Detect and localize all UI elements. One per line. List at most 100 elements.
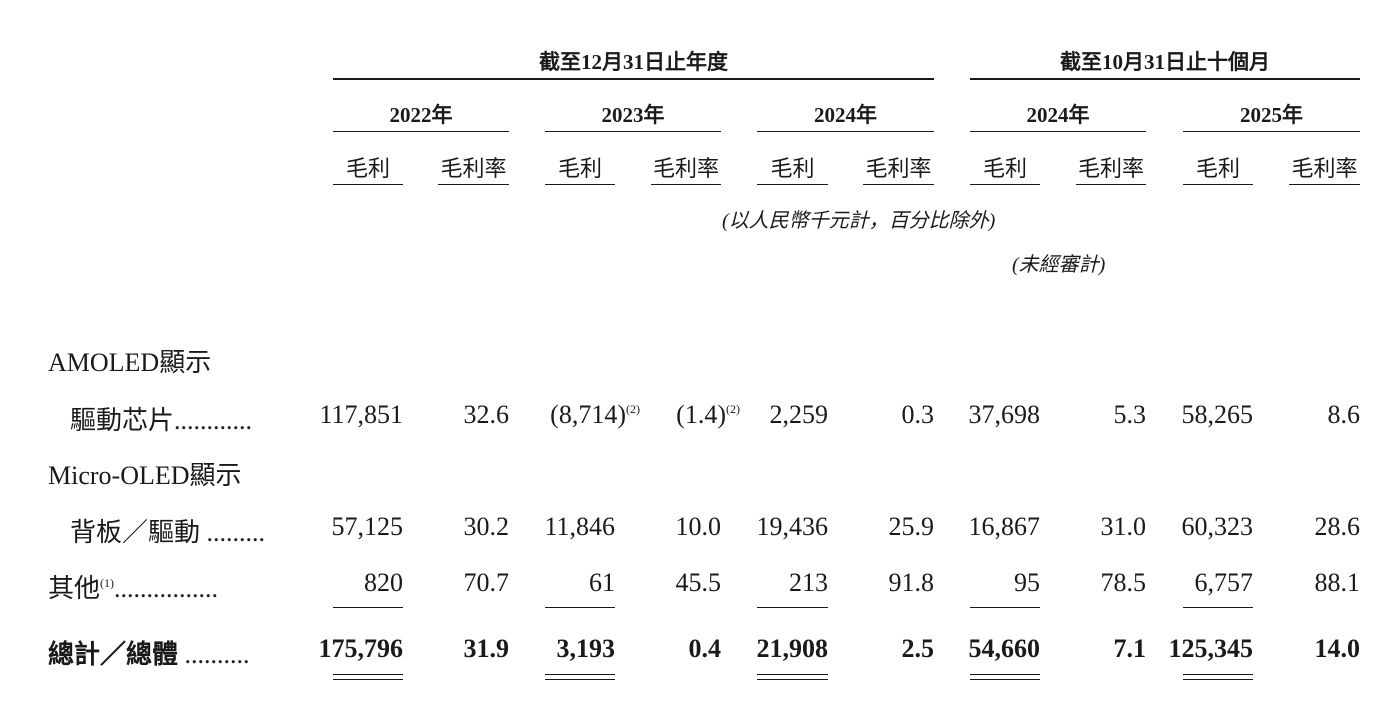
cell-micro-2022-gm: 30.2: [463, 512, 510, 541]
unaudited-note: (未經審計): [1012, 254, 1106, 276]
subtotal-rule: [1183, 607, 1253, 608]
cell-micro-2024-gm: 25.9: [888, 512, 935, 541]
row-label-micro-oled: Micro-OLED顯示: [48, 461, 242, 490]
cell-micro-2024m-gm: 31.0: [1100, 512, 1147, 541]
row-label-amoled-driver: 驅動芯片............: [70, 400, 252, 437]
group-header-ten-months: 截至10月31日止十個月: [1060, 50, 1270, 74]
year-header-2025: 2025年: [1240, 103, 1303, 127]
cell-amoled-2024m-gm: 5.3: [1113, 400, 1147, 429]
col-header-gross-margin: 毛利率: [440, 156, 507, 181]
col-header-gross-profit: 毛利: [345, 156, 390, 181]
cell-total-2024-gp: 21,908: [756, 634, 829, 663]
col-header-gross-profit: 毛利: [557, 156, 602, 181]
col-underline: [1183, 184, 1253, 185]
col-header-gross-margin: 毛利率: [1077, 156, 1144, 181]
total-double-rule: [333, 674, 403, 680]
col-header-gross-margin: 毛利率: [1291, 156, 1358, 181]
row-label-text: 總計／總體: [48, 640, 179, 669]
footnote-marker: (2): [726, 402, 740, 416]
col-underline: [438, 184, 509, 185]
leader-dots: ..........: [184, 640, 250, 669]
footnote-marker: (2): [626, 402, 640, 416]
cell-micro-2025-gp: 60,323: [1181, 512, 1254, 541]
group-header-fiscal-years: 截至12月31日止年度: [539, 50, 728, 74]
cell-amoled-2022-gp: 117,851: [319, 400, 403, 429]
group-underline-fiscal: [333, 78, 934, 80]
cell-other-2023-gp: 61: [589, 568, 615, 597]
row-label-total: 總計／總體 ..........: [48, 634, 250, 671]
cell-micro-2024m-gp: 16,867: [968, 512, 1041, 541]
row-label-amoled: AMOLED顯示: [48, 348, 212, 377]
subtotal-rule: [757, 607, 828, 608]
cell-micro-2023-gm: 10.0: [675, 512, 722, 541]
cell-micro-2025-gm: 28.6: [1314, 512, 1361, 541]
col-underline: [1289, 184, 1360, 185]
year-underline: [545, 131, 721, 132]
col-header-gross-profit: 毛利: [770, 156, 815, 181]
cell-total-2025-gp: 125,345: [1168, 634, 1254, 663]
year-header-2022: 2022年: [389, 103, 453, 127]
cell-value: (8,714): [550, 400, 626, 429]
cell-total-2024m-gp: 54,660: [968, 634, 1041, 663]
cell-other-2023-gm: 45.5: [675, 568, 722, 597]
cell-amoled-2023-gp: (8,714)(2): [550, 400, 640, 430]
cell-other-2022-gp: 820: [364, 568, 403, 597]
row-label-text: 驅動芯片: [70, 406, 175, 435]
subtotal-rule: [970, 607, 1040, 608]
cell-other-2024m-gp: 95: [1014, 568, 1040, 597]
row-label-micro-backplane: 背板／驅動 .........: [70, 512, 265, 549]
cell-other-2025-gp: 6,757: [1194, 568, 1254, 597]
subtotal-rule: [333, 607, 403, 608]
leader-dots: ................: [114, 574, 219, 603]
col-header-gross-profit: 毛利: [1195, 156, 1240, 181]
cell-total-2023-gp: 3,193: [556, 634, 616, 663]
cell-other-2025-gm: 88.1: [1314, 568, 1361, 597]
year-header-2023: 2023年: [601, 103, 665, 127]
cell-other-2024m-gm: 78.5: [1100, 568, 1147, 597]
year-underline: [333, 131, 509, 132]
cell-micro-2024-gp: 19,436: [756, 512, 829, 541]
cell-micro-2023-gp: 11,846: [544, 512, 615, 541]
year-header-2024-ten-months: 2024年: [1026, 103, 1090, 127]
total-double-rule: [1183, 674, 1253, 680]
leader-dots: .........: [206, 518, 266, 547]
cell-other-2024-gm: 91.8: [888, 568, 935, 597]
cell-total-2025-gm: 14.0: [1314, 634, 1361, 663]
year-underline: [757, 131, 934, 132]
footnote-marker: (1): [100, 576, 115, 590]
year-underline: [970, 131, 1146, 132]
col-underline: [757, 184, 828, 185]
row-label-other: 其他(1)................: [48, 568, 218, 605]
cell-total-2022-gm: 31.9: [463, 634, 510, 663]
col-underline: [651, 184, 721, 185]
cell-amoled-2024-gp: 2,259: [769, 400, 829, 429]
cell-total-2023-gm: 0.4: [688, 634, 722, 663]
subtotal-rule: [545, 607, 615, 608]
total-double-rule: [757, 674, 828, 680]
col-underline: [545, 184, 615, 185]
col-header-gross-profit: 毛利: [982, 156, 1027, 181]
col-header-gross-margin: 毛利率: [652, 156, 719, 181]
cell-value: (1.4): [676, 400, 726, 429]
group-underline-ten-months: [970, 78, 1360, 80]
col-underline: [1076, 184, 1146, 185]
cell-total-2024-gm: 2.5: [901, 634, 935, 663]
cell-total-2022-gp: 175,796: [318, 634, 404, 663]
cell-amoled-2025-gm: 8.6: [1327, 400, 1361, 429]
cell-other-2024-gp: 213: [789, 568, 828, 597]
leader-dots: ............: [174, 406, 253, 435]
row-label-text: 其他: [48, 574, 101, 603]
col-underline: [863, 184, 934, 185]
row-label-text: 背板／驅動: [70, 518, 201, 547]
cell-amoled-2023-gm: (1.4)(2): [676, 400, 740, 430]
cell-other-2022-gm: 70.7: [463, 568, 510, 597]
unit-note: (以人民幣千元計，百分比除外): [722, 210, 996, 232]
year-header-2024: 2024年: [814, 103, 877, 127]
year-underline: [1183, 131, 1360, 132]
cell-amoled-2025-gp: 58,265: [1181, 400, 1254, 429]
col-underline: [333, 184, 403, 185]
cell-total-2024m-gm: 7.1: [1113, 634, 1147, 663]
col-underline: [970, 184, 1040, 185]
cell-micro-2022-gp: 57,125: [331, 512, 404, 541]
total-double-rule: [970, 674, 1040, 680]
